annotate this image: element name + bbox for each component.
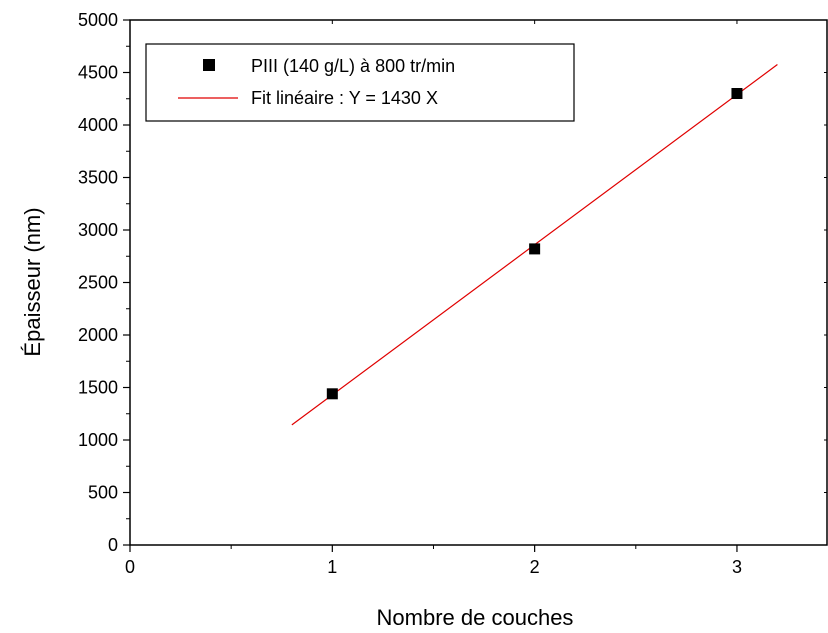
y-tick-label: 500: [88, 483, 118, 503]
data-point: [731, 88, 743, 99]
legend-label-series-1: PIII (140 g/L) à 800 tr/min: [251, 56, 455, 76]
y-tick-label: 0: [108, 535, 118, 555]
x-tick-label: 2: [530, 557, 540, 577]
series-layer: [291, 64, 778, 426]
x-tick-label: 3: [732, 557, 742, 577]
data-point: [326, 388, 338, 400]
y-tick-label: 2500: [78, 273, 118, 293]
y-tick-label: 2000: [78, 325, 118, 345]
y-tick-label: 3000: [78, 220, 118, 240]
x-tick-label: 0: [125, 557, 135, 577]
x-tick-label: 1: [327, 557, 337, 577]
legend-marker-square: [203, 59, 215, 71]
y-axis-title: Épaisseur (nm): [20, 207, 45, 356]
y-tick-label: 4500: [78, 63, 118, 83]
legend-label-series-2: Fit linéaire : Y = 1430 X: [251, 88, 438, 108]
legend-box: [145, 43, 575, 122]
x-axis-title: Nombre de couches: [377, 605, 574, 630]
data-point: [529, 243, 541, 255]
y-tick-label: 4000: [78, 115, 118, 135]
y-tick-label: 3500: [78, 168, 118, 188]
y-axis-ticks: 0 500 1000 1500 2000 2500 3000 3500 4000 4500 5000: [78, 10, 827, 555]
y-tick-label: 1500: [78, 378, 118, 398]
legend: PIII (140 g/L) à 800 tr/min Fit linéaire…: [145, 43, 575, 122]
y-tick-label: 5000: [78, 10, 118, 30]
y-tick-label: 1000: [78, 430, 118, 450]
x-axis-ticks: 0 1 2 3: [125, 20, 742, 577]
